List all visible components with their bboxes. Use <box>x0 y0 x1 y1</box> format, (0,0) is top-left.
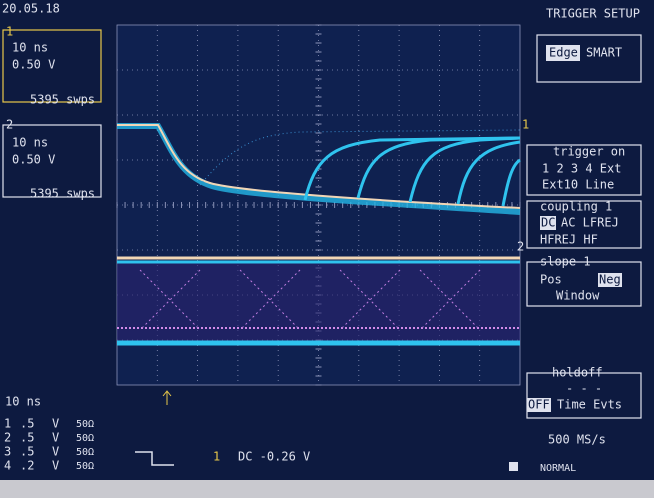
channel-row-cell: 50Ω <box>76 447 94 458</box>
channel-timebase: 10 ns <box>12 136 48 150</box>
channel-2-trace <box>117 258 520 344</box>
channel-sweeps: 5395 swps <box>30 93 95 107</box>
timebase: 10 ns <box>5 395 41 409</box>
channel-volts: 0.50 V <box>12 58 55 72</box>
trigger-channel: 1 <box>213 450 220 464</box>
menu-option[interactable]: Time Evts <box>557 398 622 412</box>
channel-row-cell: 2 <box>4 431 11 445</box>
channel-row-cell: .5 <box>20 417 34 431</box>
menu-option[interactable]: HFREJ HF <box>540 233 598 247</box>
time-label: 20.05.18 <box>2 2 60 16</box>
channel-row-cell: 3 <box>4 445 11 459</box>
menu-title: coupling 1 <box>540 200 612 214</box>
menu-option[interactable]: Pos <box>540 273 562 287</box>
trigger-mode: NORMAL <box>540 463 576 474</box>
channel-number: 2 <box>6 118 13 132</box>
menu-title: TRIGGER SETUP <box>546 7 640 21</box>
channel-row-cell: V <box>52 431 59 445</box>
channel-timebase: 10 ns <box>12 41 48 55</box>
channel-number: 1 <box>6 25 13 39</box>
channel-row-cell: .5 <box>20 445 34 459</box>
channel-row-cell: V <box>52 445 59 459</box>
menu-title: holdoff <box>552 366 603 380</box>
menu-value: - - - <box>566 382 602 396</box>
menu-option[interactable]: Ext10 Line <box>542 178 614 192</box>
menu-title: trigger on <box>553 145 625 159</box>
menu-selected[interactable]: Neg <box>599 273 621 287</box>
menu-option[interactable]: Window <box>556 289 600 303</box>
channel-sweeps: 5395 swps <box>30 187 95 201</box>
channel-row-cell: .5 <box>20 431 34 445</box>
channel-volts: 0.50 V <box>12 153 55 167</box>
bezel <box>0 480 654 498</box>
menu-selected[interactable]: DC <box>541 216 555 230</box>
menu-selected[interactable]: Edge <box>549 46 578 60</box>
menu-title: slope 1 <box>540 255 591 269</box>
channel-row-cell: 50Ω <box>76 433 94 444</box>
trace-marker: 1 <box>522 118 529 132</box>
menu-option[interactable]: SMART <box>586 46 622 60</box>
menu-option[interactable]: AC LFREJ <box>561 216 619 230</box>
channel-row-cell: .2 <box>20 459 34 473</box>
sample-rate: 500 MS/s <box>548 433 606 447</box>
channel-row-cell: 4 <box>4 459 11 473</box>
channel-row-cell: V <box>52 459 59 473</box>
channel-row-cell: 50Ω <box>76 461 94 472</box>
menu-selected[interactable]: OFF <box>528 398 550 412</box>
trace-marker: 2 <box>517 240 524 254</box>
channel-row-cell: 50Ω <box>76 419 94 430</box>
trigger-level: DC -0.26 V <box>238 450 310 464</box>
acquisition-indicator <box>509 462 518 471</box>
menu-option[interactable]: 1 2 3 4 Ext <box>542 162 621 176</box>
oscilloscope-screen: 20.05.18 TRIGGER SETUP 1 10 ns 0.50 V 53… <box>0 0 654 498</box>
channel-row-cell: V <box>52 417 59 431</box>
channel-row-cell: 1 <box>4 417 11 431</box>
